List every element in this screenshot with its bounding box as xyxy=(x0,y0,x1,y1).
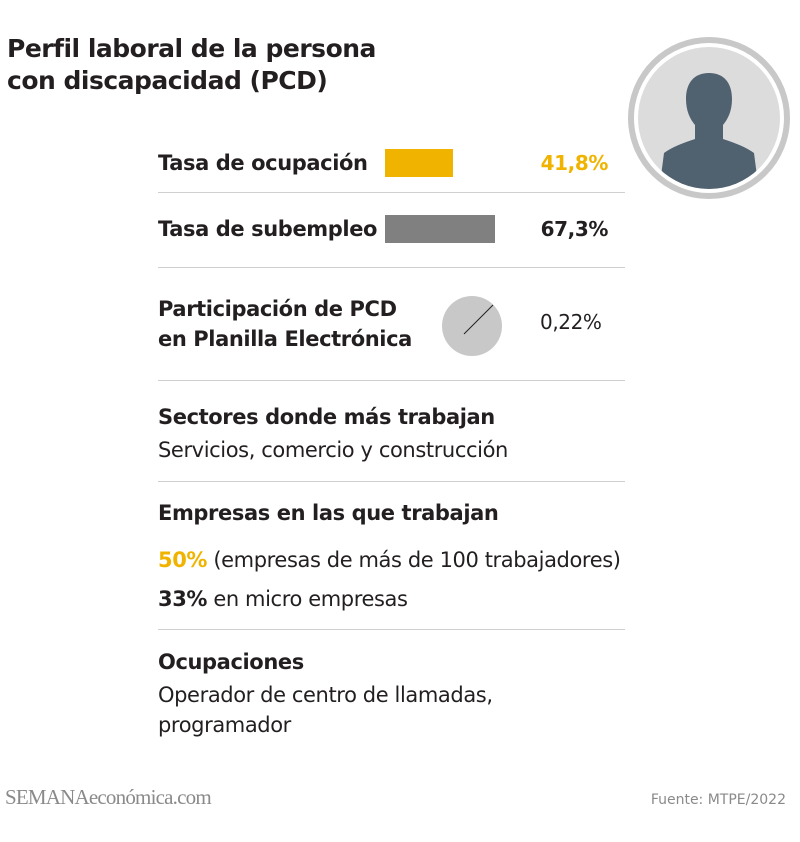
sectors-text: Servicios, comercio y construcción xyxy=(158,438,508,462)
companies-text-1: (empresas de más de 100 trabajadores) xyxy=(207,548,621,572)
divider xyxy=(158,192,625,193)
companies-value-2: 33% xyxy=(158,587,208,611)
logo-part-2: económica.com xyxy=(88,785,212,809)
bar-label-subempleo: Tasa de subempleo xyxy=(158,217,378,241)
companies-line-1: 50% (empresas de más de 100 trabajadores… xyxy=(158,544,621,576)
sectors-heading: Sectores donde más trabajan xyxy=(158,405,495,429)
occupations-line-2: programador xyxy=(158,713,291,737)
companies-line-2: 33% en micro empresas xyxy=(158,583,408,615)
participation-pie xyxy=(442,296,502,356)
source-note: Fuente: MTPE/2022 xyxy=(650,792,786,808)
divider xyxy=(158,481,625,482)
participation-label: Participación de PCD en Planilla Electró… xyxy=(158,294,412,354)
companies-text-2: en micro empresas xyxy=(207,587,408,611)
divider xyxy=(158,629,625,630)
logo-part-1: SEMANA xyxy=(5,785,90,809)
semana-economica-logo: SEMANAeconómica.com xyxy=(5,785,212,810)
pie-slice xyxy=(463,304,494,335)
participation-value: 0,22% xyxy=(540,310,602,334)
companies-value-1: 50% xyxy=(158,548,208,572)
participation-label-line-2: en Planilla Electrónica xyxy=(158,327,412,351)
title-line-2: con discapacidad (PCD) xyxy=(7,66,328,95)
value-label-subempleo: 67,3% xyxy=(540,217,609,241)
avatar-person-shape xyxy=(658,73,760,189)
occupations-line-1: Operador de centro de llamadas, xyxy=(158,683,493,707)
avatar-ring xyxy=(628,37,790,199)
title-line-1: Perfil laboral de la persona xyxy=(7,34,376,63)
bar-ocupacion xyxy=(385,149,454,177)
divider xyxy=(158,380,625,381)
bar-label-ocupacion: Tasa de ocupación xyxy=(158,151,368,175)
divider xyxy=(158,267,625,268)
participation-label-line-1: Participación de PCD xyxy=(158,297,397,321)
bar-subempleo xyxy=(385,215,495,243)
companies-heading: Empresas en las que trabajan xyxy=(158,501,499,525)
page-title: Perfil laboral de la persona con discapa… xyxy=(7,33,376,97)
occupations-heading: Ocupaciones xyxy=(158,650,304,674)
person-silhouette-icon xyxy=(628,37,790,199)
value-label-ocupacion: 41,8% xyxy=(540,151,609,175)
